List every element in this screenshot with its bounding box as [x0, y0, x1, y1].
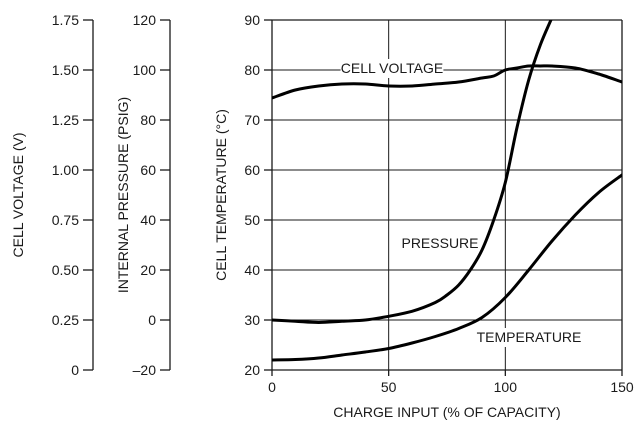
labels: 1.75 1.50 1.25 1.00 0.75 0.50 0.25 0 CELL VOLTAG…: [10, 12, 634, 420]
cell-temperature-tick-label: 40: [244, 262, 260, 278]
cell-voltage-axis-title: CELL VOLTAGE (V): [10, 133, 26, 258]
x-tick-label: 150: [610, 379, 634, 395]
internal-pressure-tick-label: 20: [140, 262, 156, 278]
pressure-curve: [272, 20, 553, 324]
x-tick-label: 50: [381, 379, 397, 395]
cell-voltage-tick-label: 0.25: [52, 312, 79, 328]
internal-pressure-tick-label: 80: [140, 112, 156, 128]
series-label-background: [340, 59, 444, 78]
internal-pressure-tick-label: 120: [133, 12, 157, 28]
cell-voltage-tick-label: 1.25: [52, 112, 79, 128]
series-label: TEMPERATURE: [477, 329, 582, 345]
cell-voltage-annotation: CELL VOLTAGE: [340, 59, 444, 78]
cell-temperature-tick-label: 70: [244, 112, 260, 128]
x-tick-label: 0: [268, 379, 276, 395]
temperature-annotation: TEMPERATURE: [477, 328, 582, 347]
curves: [272, 20, 622, 362]
cell-temperature-tick-label: 20: [244, 362, 260, 378]
series-label: PRESSURE: [401, 235, 478, 251]
cell-temperature-tick-label: 90: [244, 12, 260, 28]
cell-temperature-tick-label: 60: [244, 162, 260, 178]
series-label-background: [481, 328, 577, 347]
internal-pressure-axis-title: INTERNAL PRESSURE (PSIG): [115, 97, 131, 293]
cell-temperature-tick-label: 50: [244, 212, 260, 228]
cell-temperature-tick-label: 80: [244, 62, 260, 78]
internal-pressure-tick-label: –20: [133, 362, 157, 378]
cell-voltage-tick-label: 1.75: [52, 12, 79, 28]
cell-voltage-tick-label: 0: [71, 362, 79, 378]
cell-voltage-tick-label: 0.75: [52, 212, 79, 228]
cell-voltage-tick-label: 0.50: [52, 262, 79, 278]
internal-pressure-tick-label: 100: [133, 62, 157, 78]
cell-voltage-tick-label: 1.00: [52, 162, 79, 178]
pressure-annotation: PRESSURE: [401, 235, 478, 251]
cell-voltage-curve: [272, 64, 622, 100]
x-axis-title: CHARGE INPUT (% OF CAPACITY): [333, 404, 560, 420]
cell-temperature-axis-title: CELL TEMPERATURE (°C): [213, 109, 229, 281]
grid-lines: [272, 20, 622, 370]
series-label: CELL VOLTAGE: [341, 60, 443, 76]
cell-temperature-tick-label: 30: [244, 312, 260, 328]
internal-pressure-tick-label: 60: [140, 162, 156, 178]
temperature-curve: [272, 173, 622, 362]
cell-voltage-tick-label: 1.50: [52, 62, 79, 78]
x-tick-label: 100: [494, 379, 518, 395]
axes-frame: [83, 19, 623, 376]
internal-pressure-tick-label: 0: [148, 312, 156, 328]
internal-pressure-tick-label: 40: [140, 212, 156, 228]
